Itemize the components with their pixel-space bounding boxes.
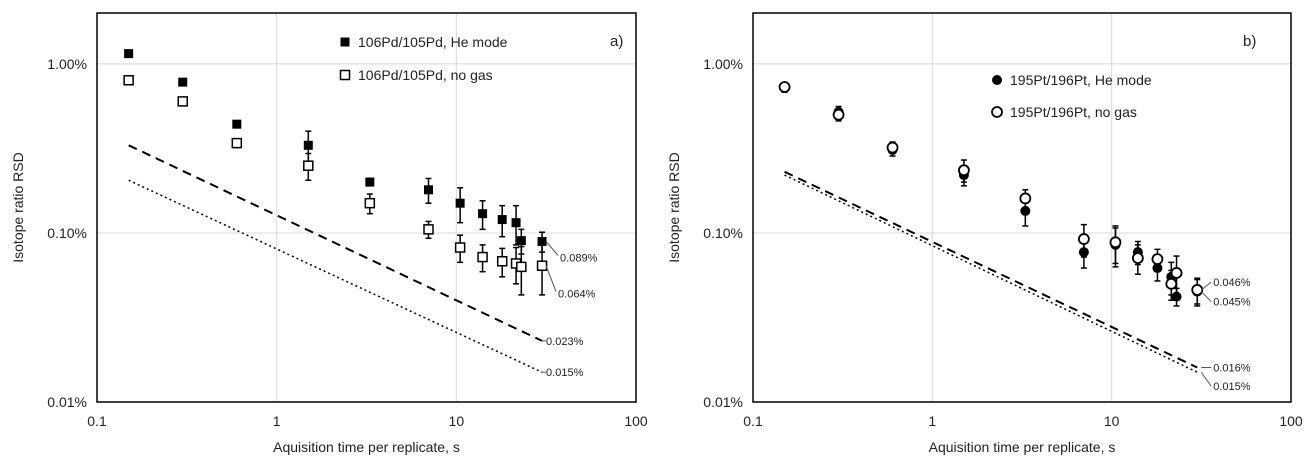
data-point [1191, 284, 1204, 296]
data-point [1171, 291, 1182, 302]
y-tick-label: 0.10% [47, 225, 87, 241]
data-point [364, 197, 376, 209]
y-tick-label: 0.01% [47, 394, 87, 410]
y-axis-label: Isotope ratio RSD [666, 152, 682, 263]
data-point [339, 69, 351, 81]
data-point [496, 256, 508, 267]
data-point [1165, 277, 1178, 290]
plot-frame [96, 12, 637, 403]
annotation-label: 0.045% [1213, 297, 1251, 309]
data-point [303, 140, 313, 150]
annotation-label: 0.089% [560, 253, 598, 265]
data-point [478, 209, 488, 219]
data-point [497, 215, 507, 225]
annotation-label: 0.023% [546, 336, 584, 348]
x-tick-label: 0.1 [87, 413, 107, 429]
x-tick-label: 10 [1104, 413, 1120, 429]
annotation-leader [1200, 281, 1212, 291]
data-point [778, 81, 791, 93]
legend-entry: 106Pd/105Pd, He mode [358, 34, 508, 50]
data-point [1151, 253, 1164, 266]
dashed-reference-line [784, 170, 1198, 369]
legend-entry: 106Pd/105Pd, no gas [358, 67, 493, 83]
panel-label: b) [1243, 33, 1256, 50]
data-point [178, 77, 188, 87]
y-tick-label: 1.00% [47, 56, 87, 72]
y-tick-label: 0.10% [703, 225, 743, 241]
data-point [124, 49, 134, 59]
x-axis-label: Aquisition time per replicate, s [273, 439, 460, 455]
data-point [832, 108, 845, 121]
data-point [958, 164, 970, 177]
chart-panel-a: 0.1 1 10 100 0.01% 0.10% 1.00% Aquisition time … [10, 12, 648, 455]
dotted-reference-line [128, 179, 543, 373]
dashed-reference-line [128, 144, 543, 342]
annotation-leader [545, 265, 557, 292]
data-point [511, 218, 521, 228]
data-point [423, 224, 434, 235]
x-tick-label: 100 [1279, 413, 1303, 429]
data-point [477, 251, 488, 263]
annotation-label: 0.016% [1213, 362, 1251, 374]
x-tick-label: 1 [928, 413, 936, 429]
data-point [303, 160, 314, 171]
series-1 [123, 75, 548, 296]
x-tick-label: 10 [449, 413, 465, 429]
data-point [123, 75, 134, 86]
data-point [536, 260, 548, 271]
legend-entry: 195Pt/196Pt, no gas [1010, 104, 1137, 120]
x-axis-label: Aquisition time per replicate, s [929, 439, 1116, 455]
data-point [992, 75, 1002, 85]
data-point [537, 237, 547, 247]
data-point [454, 242, 466, 253]
data-point [177, 96, 188, 107]
data-point [231, 137, 243, 149]
data-point [365, 177, 375, 187]
series-1 [778, 81, 1204, 305]
data-point [232, 119, 242, 129]
data-point [886, 141, 899, 154]
annotation-label: 0.046% [1213, 277, 1251, 289]
data-point [1109, 236, 1122, 249]
data-point [1077, 233, 1090, 245]
data-point [340, 37, 350, 47]
y-tick-label: 0.01% [703, 394, 743, 410]
annotation-label: 0.064% [558, 289, 596, 301]
chart-panel-b: 0.1 1 10 100 0.01% 0.10% 1.00% Aquisition time … [666, 12, 1303, 455]
data-point [1019, 192, 1032, 205]
y-tick-label: 1.00% [703, 56, 743, 72]
x-tick-label: 1 [273, 413, 281, 429]
data-point [516, 236, 526, 246]
series-0 [124, 49, 547, 255]
annotation-leader [1200, 371, 1212, 387]
dotted-reference-line [784, 174, 1198, 373]
data-point [455, 198, 465, 208]
data-point [1170, 267, 1183, 279]
annotation-leader [545, 241, 559, 256]
data-point [424, 185, 434, 195]
annotation-label: 0.015% [1213, 381, 1251, 393]
x-tick-label: 100 [624, 413, 648, 429]
y-axis-label: Isotope ratio RSD [10, 152, 26, 263]
plot-frame [752, 12, 1292, 403]
panel-label: a) [610, 33, 623, 50]
legend-entry: 195Pt/196Pt, He mode [1010, 72, 1152, 88]
annotation-leader [1200, 291, 1212, 302]
x-tick-label: 0.1 [743, 413, 763, 429]
data-point [1131, 252, 1144, 264]
data-point [991, 106, 1003, 118]
data-point [516, 261, 527, 273]
annotation-label: 0.015% [546, 367, 584, 379]
